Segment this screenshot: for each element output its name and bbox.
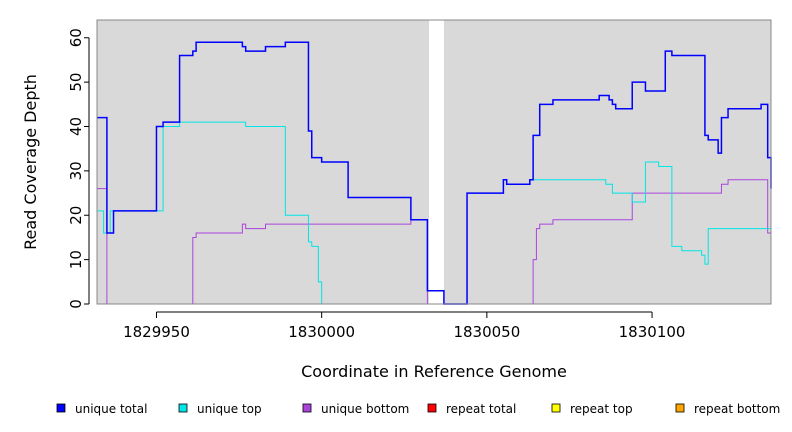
legend-swatch (675, 403, 685, 413)
legend-swatch (178, 403, 188, 413)
legend: unique total unique top unique bottom repea… (56, 402, 780, 416)
y-tick-label: 40 (67, 117, 85, 136)
legend-swatch (302, 403, 312, 413)
background-region-0 (97, 20, 430, 304)
legend-label: unique total (75, 402, 147, 416)
y-axis-label: Read Coverage Depth (21, 74, 40, 250)
legend-swatch (427, 403, 437, 413)
series-line-unique-bottom (97, 179, 772, 305)
legend-swatch (551, 403, 561, 413)
x-tick-label: 1830100 (619, 323, 686, 341)
x-tick-label: 1830000 (288, 323, 355, 341)
y-tick-label: 60 (67, 28, 85, 47)
legend-label: repeat total (446, 402, 516, 416)
legend-label: unique top (197, 402, 262, 416)
x-tick-label: 1830050 (453, 323, 520, 341)
y-tick-label: 50 (67, 73, 85, 92)
y-tick-label: 30 (67, 161, 85, 180)
plot-frame (96, 19, 772, 305)
y-tick-label: 10 (67, 250, 85, 269)
y-axis: 0 10 20 30 40 50 60 (67, 28, 90, 309)
legend-label: repeat bottom (694, 402, 780, 416)
legend-swatch (56, 403, 66, 413)
x-axis: 1829950 1830000 1830050 1830100 (123, 311, 686, 341)
series-line-unique-total (97, 41, 772, 305)
y-tick-label: 0 (67, 299, 85, 309)
background-region-1 (443, 20, 771, 304)
x-axis-label: Coordinate in Reference Genome (301, 362, 567, 381)
x-tick-label: 1829950 (123, 323, 190, 341)
legend-label: repeat top (570, 402, 633, 416)
legend-label: unique bottom (321, 402, 409, 416)
y-tick-label: 20 (67, 206, 85, 225)
plot-background (97, 20, 771, 304)
